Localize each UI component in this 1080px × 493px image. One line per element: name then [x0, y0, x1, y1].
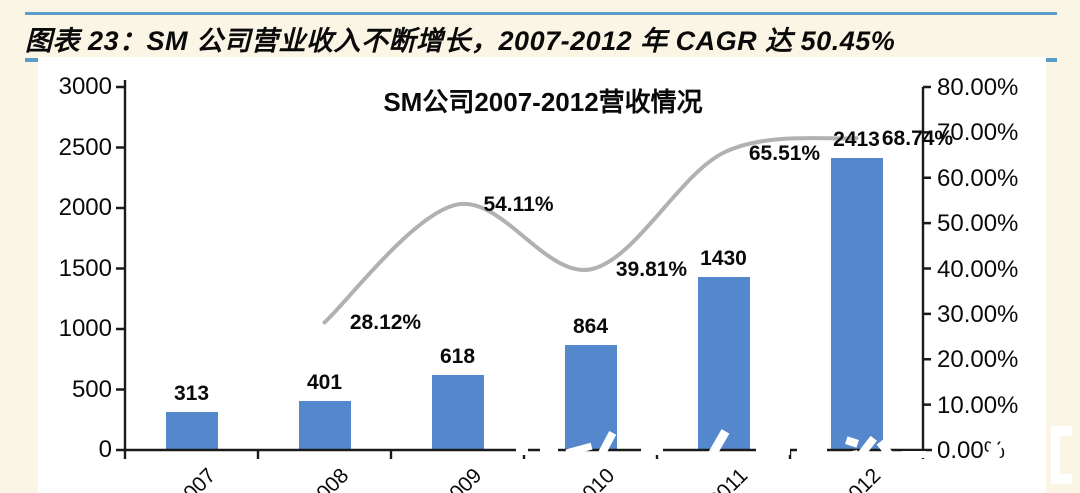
chart-title: SM公司2007-2012营收情况 [383, 87, 703, 117]
caption-underline-right-dash [1044, 58, 1057, 62]
left-axis-tick-label: 1500 [58, 254, 112, 282]
watermark-fragment [1051, 426, 1060, 484]
bar-value-label: 618 [439, 345, 476, 369]
right-axis-tick-label: 20.00% [937, 346, 1019, 374]
growth-rate-label: 68.74% [881, 127, 954, 151]
bar-value-label: 2413 [833, 128, 880, 152]
watermark-fragment [797, 443, 827, 455]
watermark-fragment [1051, 426, 1072, 436]
watermark-fragment [1004, 449, 1022, 467]
watermark-fragment [641, 447, 663, 455]
right-axis-tick-label: 50.00% [937, 210, 1019, 238]
growth-rate-label: 54.11% [483, 193, 554, 217]
left-axis-tick-label: 2000 [58, 194, 112, 221]
top-divider-line [25, 12, 1057, 15]
bar-value-label: 864 [572, 315, 609, 339]
watermark-fragment [756, 446, 790, 455]
watermark-fragment [540, 447, 558, 455]
revenue-bar [431, 375, 484, 450]
right-axis-tick-label: 40.00% [937, 255, 1019, 283]
figure-caption: 图表 23：SM 公司营业收入不断增长，2007-2012 年 CAGR 达 5… [25, 26, 896, 56]
left-axis-tick-label: 3000 [58, 73, 112, 100]
bar-value-label: 313 [173, 382, 210, 406]
watermark-fragment [902, 451, 926, 458]
right-axis-tick-label: 60.00% [937, 164, 1019, 192]
bar-value-label: 1430 [700, 246, 747, 270]
growth-rate-label: 65.51% [748, 141, 821, 165]
watermark-fragment [1051, 474, 1072, 484]
revenue-bar [298, 401, 351, 450]
left-axis-tick-label: 0 [98, 436, 112, 463]
left-axis-tick-label: 2500 [58, 133, 112, 161]
revenue-bar [165, 412, 218, 450]
growth-rate-label: 39.81% [615, 258, 688, 282]
watermark-fragment [516, 447, 528, 455]
bar-value-label: 401 [306, 371, 343, 395]
right-axis-tick-label: 70.00% [937, 119, 1019, 147]
watermark-fragment [570, 457, 600, 463]
revenue-bar [697, 276, 750, 450]
left-axis-tick-label: 1000 [58, 315, 112, 342]
caption-underline-left-dash [25, 58, 38, 62]
right-axis-tick-label: 80.00% [937, 74, 1019, 101]
revenue-bar [830, 158, 883, 450]
right-axis-tick-label: 30.00% [937, 300, 1019, 328]
left-axis-tick-label: 500 [71, 375, 112, 403]
right-axis-tick-label: 10.00% [937, 391, 1019, 419]
growth-rate-label: 28.12% [349, 311, 422, 335]
